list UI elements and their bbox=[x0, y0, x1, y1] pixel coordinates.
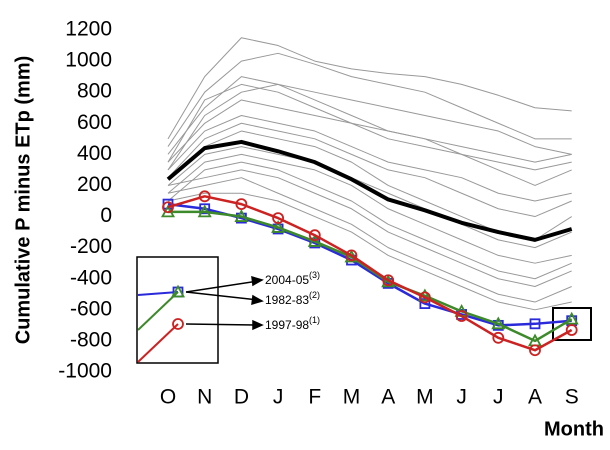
series-line bbox=[167, 169, 572, 287]
marker bbox=[345, 249, 358, 262]
highlight-box bbox=[552, 307, 592, 341]
legend-marker bbox=[170, 284, 186, 298]
x-tick-label: F bbox=[308, 386, 321, 409]
legend-line bbox=[137, 291, 179, 331]
series-line bbox=[167, 83, 572, 163]
marker bbox=[307, 234, 322, 247]
series-line bbox=[167, 153, 572, 264]
x-tick-label: S bbox=[565, 386, 579, 409]
x-tick-label: M bbox=[343, 386, 361, 409]
y-tick-label: 0 bbox=[100, 204, 112, 227]
legend-name: 2004-05 bbox=[265, 273, 309, 287]
series-line bbox=[166, 139, 573, 242]
marker bbox=[271, 220, 286, 233]
y-tick-label: -400 bbox=[70, 266, 112, 289]
x-tick-label: J bbox=[493, 386, 504, 409]
x-tick-label: D bbox=[234, 386, 249, 409]
marker bbox=[455, 310, 468, 322]
legend-line bbox=[137, 323, 179, 363]
legend-entry: 1997-98(1) bbox=[265, 315, 320, 332]
marker bbox=[419, 298, 431, 310]
marker bbox=[492, 331, 505, 344]
marker bbox=[382, 274, 395, 287]
x-tick-label: O bbox=[160, 386, 176, 409]
legend-entry: 2004-05(3) bbox=[265, 270, 320, 287]
y-tick-label: 200 bbox=[77, 173, 112, 196]
series-line bbox=[167, 202, 572, 327]
legend-note: (1) bbox=[309, 315, 320, 325]
series-line bbox=[167, 83, 572, 186]
x-tick-label: A bbox=[528, 386, 542, 409]
x-axis-label: Month bbox=[544, 418, 604, 440]
y-tick-label: 600 bbox=[77, 111, 112, 134]
y-axis-label: Cumulative P minus ETp (mm) bbox=[12, 56, 34, 345]
x-tick-label: J bbox=[456, 386, 467, 409]
series-line bbox=[167, 195, 573, 352]
legend-name: 1982-83 bbox=[265, 293, 309, 307]
legend-line bbox=[137, 291, 179, 296]
marker bbox=[565, 324, 578, 336]
marker bbox=[529, 318, 541, 330]
series-line bbox=[167, 99, 572, 171]
series-line bbox=[168, 210, 573, 343]
marker bbox=[272, 212, 285, 225]
marker bbox=[308, 229, 321, 242]
y-tick-label: 400 bbox=[77, 142, 112, 165]
inset-box bbox=[136, 256, 219, 364]
marker bbox=[197, 204, 212, 218]
series-line bbox=[167, 76, 572, 155]
y-tick-label: -800 bbox=[70, 328, 112, 351]
marker bbox=[162, 201, 174, 214]
y-tick-label: -600 bbox=[70, 297, 112, 320]
legend-note: (2) bbox=[309, 290, 320, 300]
series-line bbox=[167, 52, 572, 147]
marker bbox=[529, 344, 541, 357]
legend-note: (3) bbox=[309, 270, 320, 280]
marker bbox=[235, 198, 248, 211]
marker bbox=[198, 190, 211, 203]
series-line bbox=[167, 122, 572, 218]
legend-entry: 1982-83(2) bbox=[265, 290, 320, 307]
x-tick-label: M bbox=[416, 386, 434, 409]
marker bbox=[564, 311, 579, 325]
inset-arrows bbox=[185, 275, 264, 331]
series-line bbox=[167, 37, 572, 140]
series-line bbox=[167, 146, 572, 249]
marker bbox=[418, 291, 431, 304]
legend-name: 1997-98 bbox=[265, 318, 309, 332]
y-tick-label: 800 bbox=[77, 80, 112, 103]
x-tick-label: A bbox=[381, 386, 395, 409]
marker bbox=[491, 316, 506, 330]
x-tick-label: J bbox=[273, 386, 284, 409]
y-tick-label: 1000 bbox=[65, 49, 112, 72]
y-tick-label: -1000 bbox=[58, 360, 112, 383]
marker bbox=[234, 209, 249, 222]
legend-marker bbox=[172, 318, 184, 330]
series-line bbox=[167, 177, 572, 303]
series-line bbox=[167, 192, 572, 311]
y-tick-label: -200 bbox=[70, 235, 112, 258]
marker bbox=[199, 203, 211, 215]
series-line bbox=[167, 161, 572, 280]
series-line bbox=[167, 115, 572, 202]
y-tick-label: 1200 bbox=[65, 18, 112, 41]
x-tick-label: N bbox=[197, 386, 212, 409]
